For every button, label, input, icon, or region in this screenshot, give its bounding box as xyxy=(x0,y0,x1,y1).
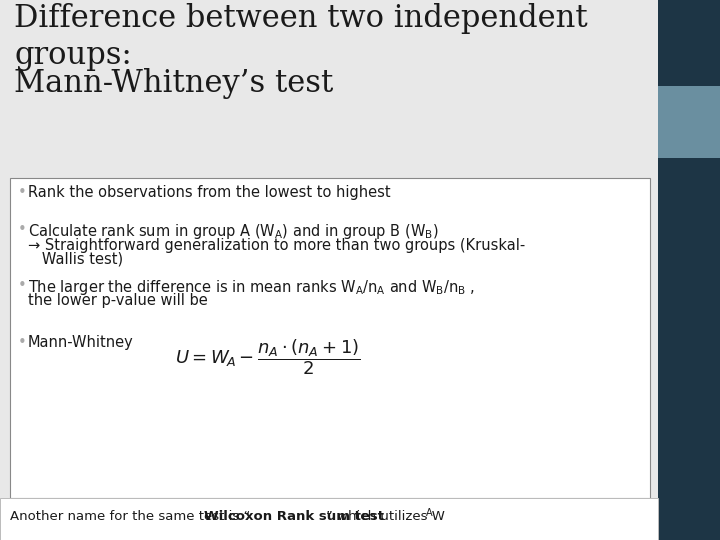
Text: Calculate rank sum in group A (W$_\mathregular{A}$) and in group B (W$_\mathregu: Calculate rank sum in group A (W$_\mathr… xyxy=(28,222,438,241)
Text: •: • xyxy=(18,185,27,200)
Text: $\mathit{U} = \mathit{W}_{\!A} - \dfrac{\mathit{n}_{A} \cdot \left(\mathit{n}_{A: $\mathit{U} = \mathit{W}_{\!A} - \dfrac{… xyxy=(175,337,361,376)
Bar xyxy=(658,86,720,158)
Text: The larger the difference is in mean ranks W$_\mathregular{A}$/n$_\mathregular{A: The larger the difference is in mean ran… xyxy=(28,278,475,297)
Text: •: • xyxy=(18,335,27,350)
FancyBboxPatch shape xyxy=(0,498,658,540)
Text: Mann-Whitney: Mann-Whitney xyxy=(28,335,134,350)
Text: groups:: groups: xyxy=(14,40,132,71)
Text: Wallis test): Wallis test) xyxy=(28,252,123,267)
Bar xyxy=(658,0,720,540)
FancyBboxPatch shape xyxy=(10,178,650,498)
Bar xyxy=(0,0,658,170)
Text: ” which utilizes W: ” which utilizes W xyxy=(326,510,445,523)
Text: Difference between two independent: Difference between two independent xyxy=(14,3,588,34)
Text: the lower p-value will be: the lower p-value will be xyxy=(28,293,208,308)
Text: → Straightforward generalization to more than two groups (Kruskal-: → Straightforward generalization to more… xyxy=(28,238,526,253)
Text: A: A xyxy=(426,508,433,518)
Text: •: • xyxy=(18,222,27,237)
Text: •: • xyxy=(18,278,27,293)
Text: Another name for the same test is “: Another name for the same test is “ xyxy=(10,510,251,523)
Text: Mann-Whitney’s test: Mann-Whitney’s test xyxy=(14,68,333,99)
Text: Wilcoxon Rank sum test: Wilcoxon Rank sum test xyxy=(204,510,384,523)
Text: Rank the observations from the lowest to highest: Rank the observations from the lowest to… xyxy=(28,185,391,200)
